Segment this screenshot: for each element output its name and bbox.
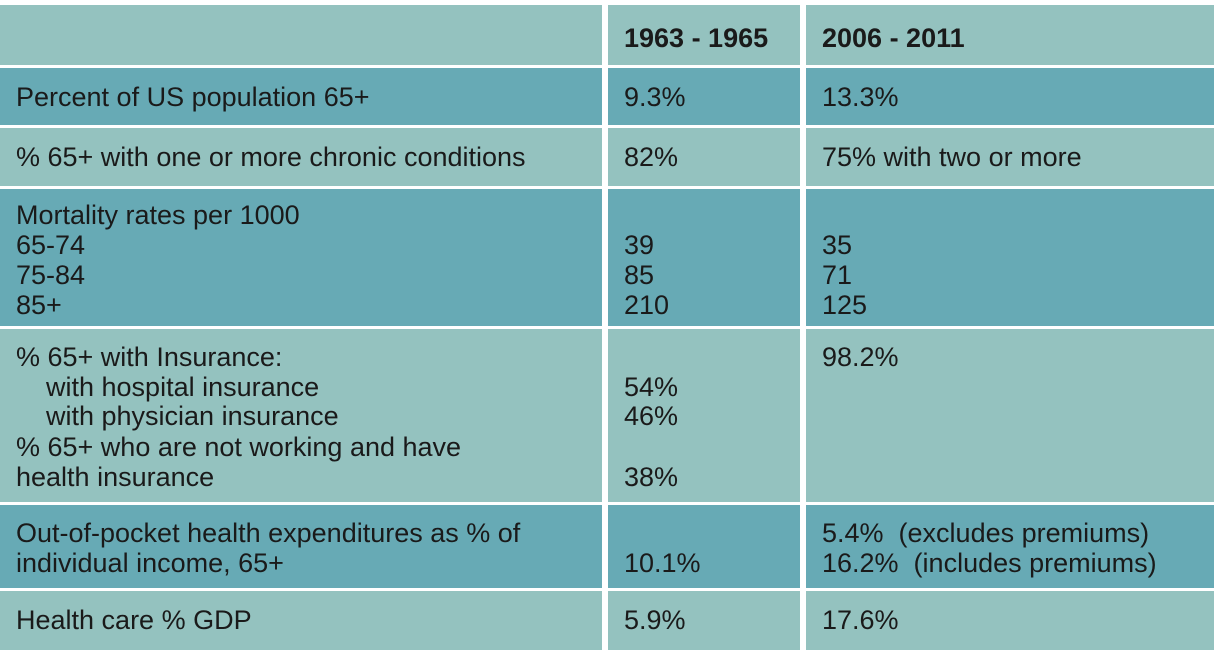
cell	[806, 68, 1214, 125]
cell	[806, 505, 1214, 588]
cell	[806, 128, 1214, 186]
cell-text: 125	[822, 290, 868, 320]
cell-text: 85	[624, 260, 655, 290]
row-label: Out-of-pocket health expenditures as % o…	[16, 518, 521, 548]
cell-text: 71	[822, 260, 853, 290]
cell-text: 46%	[624, 401, 679, 431]
row-label: Health care % GDP	[16, 605, 252, 635]
cell	[608, 329, 800, 502]
row-label: health insurance	[16, 462, 215, 492]
cell-text: 9.3%	[624, 82, 686, 112]
cell	[0, 128, 602, 186]
cell-text: 16.2% (includes premiums)	[822, 548, 1157, 578]
cell	[608, 505, 800, 588]
cell-text: 10.1%	[624, 548, 701, 578]
cell	[806, 329, 1214, 502]
cell	[806, 591, 1214, 650]
row-label: with hospital insurance	[46, 372, 320, 402]
cell	[608, 68, 800, 125]
cell-text: 13.3%	[822, 82, 899, 112]
cell-text: 39	[624, 230, 655, 260]
header-cell	[806, 5, 1214, 65]
cell	[0, 329, 602, 502]
row-label: % 65+ who are not working and have	[16, 432, 462, 462]
header-cell	[608, 5, 800, 65]
cell-text: 75% with two or more	[822, 142, 1082, 172]
row-label: individual income, 65+	[16, 548, 284, 578]
cell-text: 5.9%	[624, 605, 686, 635]
cell	[608, 189, 800, 326]
cell	[608, 591, 800, 650]
cell-text: 98.2%	[822, 342, 899, 372]
row-label: with physician insurance	[46, 401, 339, 431]
row-label: % 65+ with Insurance:	[16, 342, 283, 372]
cell	[806, 189, 1214, 326]
row-label: 65-74	[16, 230, 86, 260]
cell	[0, 591, 602, 650]
header-cell	[0, 5, 602, 65]
cell-text: 210	[624, 290, 670, 320]
row-label: Percent of US population 65+	[16, 82, 370, 112]
cell	[0, 68, 602, 125]
cell-text: 82%	[624, 142, 679, 172]
cell-text: 38%	[624, 462, 679, 492]
row-label: 85+	[16, 290, 62, 320]
cell-text: 5.4% (excludes premiums)	[822, 518, 1150, 548]
cell	[0, 505, 602, 588]
header-text: 2006 - 2011	[822, 23, 965, 53]
cell-text: 17.6%	[822, 605, 899, 635]
row-label: 75-84	[16, 260, 86, 290]
row-label: Mortality rates per 1000	[16, 200, 300, 230]
row-label: % 65+ with one or more chronic condition…	[16, 142, 526, 172]
header-text: 1963 - 1965	[624, 23, 769, 53]
cell	[0, 189, 602, 326]
cell	[608, 128, 800, 186]
cell-text: 35	[822, 230, 853, 260]
cell-text: 54%	[624, 372, 679, 402]
